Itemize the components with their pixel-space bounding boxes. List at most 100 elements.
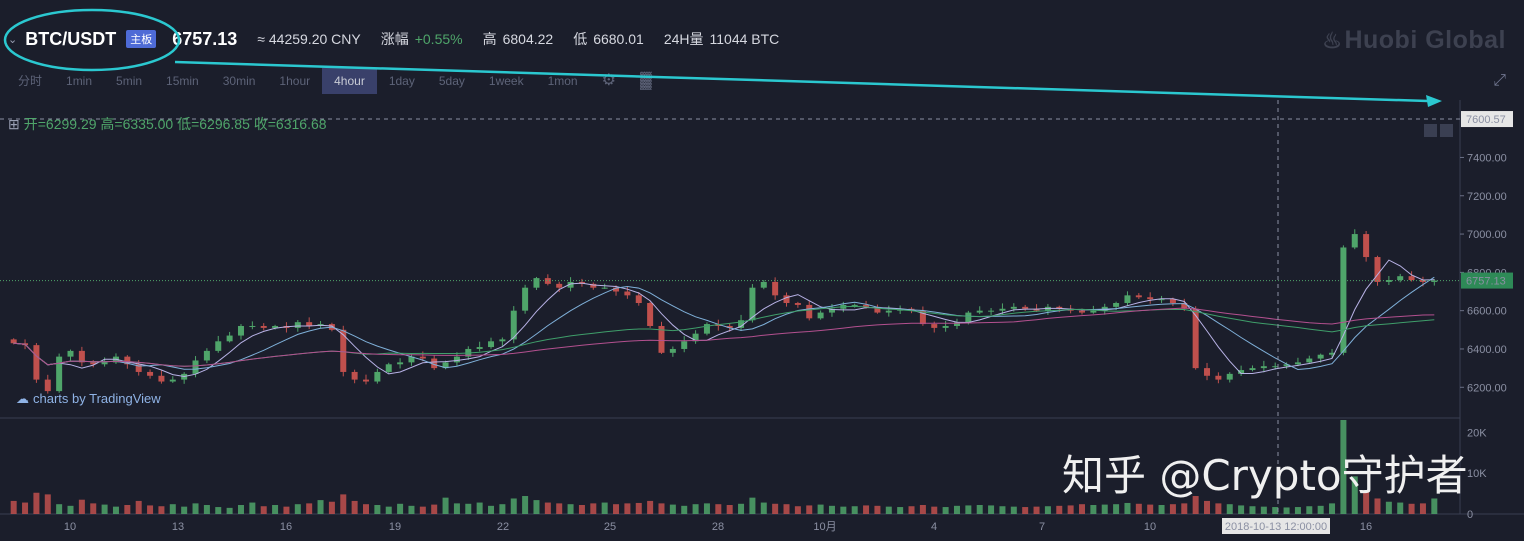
y-tick-label: 6600.00 <box>1467 306 1507 318</box>
volume-bar <box>1056 505 1063 514</box>
fullscreen-icon[interactable]: ⤢ <box>1493 72 1506 89</box>
tradingview-attribution[interactable]: ☁ charts by TradingView <box>16 391 161 406</box>
y-tick-label: 7000.00 <box>1467 229 1507 241</box>
interval-tab-1day[interactable]: 1day <box>388 74 415 88</box>
volume-bar <box>1397 502 1404 514</box>
interval-toolbar: 分时 1min 5min 15min 30min 1hour 4hour 1day 5day 1w… <box>6 68 664 94</box>
interval-tab-4hour[interactable]: 4hour <box>322 68 377 94</box>
interval-tab-分时[interactable]: 分时 <box>18 74 43 88</box>
candle-body <box>1215 375 1222 380</box>
indicators-icon[interactable]: ▓ <box>639 72 652 89</box>
volume-bar <box>692 504 699 514</box>
candle-body <box>658 325 665 353</box>
candle-body <box>828 308 835 313</box>
x-tick-label: 16 <box>280 521 292 533</box>
high-value: 6804.22 <box>502 31 554 47</box>
volume-bar <box>1135 503 1142 514</box>
candle-body <box>1033 308 1040 311</box>
volume-bar <box>10 500 17 514</box>
change-label: 涨幅 <box>380 31 409 47</box>
volume-bar <box>715 504 722 514</box>
interval-tab-5day[interactable]: 5day <box>438 74 465 88</box>
candle-body <box>10 339 17 344</box>
volume-bar <box>533 500 540 514</box>
volume-bar <box>1010 506 1017 514</box>
x-tick-label: 28 <box>712 521 724 533</box>
candle-body <box>590 283 597 288</box>
interval-tab-30min[interactable]: 30min <box>222 74 256 88</box>
volume-bar <box>851 506 858 514</box>
x-tick-label: 25 <box>604 521 616 533</box>
candle-body <box>203 350 210 361</box>
candle-body <box>1329 352 1336 355</box>
volume-bar <box>1249 506 1256 514</box>
interval-tab-5min[interactable]: 5min <box>116 74 143 88</box>
collapse-icon[interactable]: ⊞ <box>8 116 20 132</box>
interval-tab-1min[interactable]: 1min <box>66 74 93 88</box>
x-tick-label: 10月 <box>813 521 836 533</box>
interval-tab-1hour[interactable]: 1hour <box>279 74 311 88</box>
volume-bar <box>226 507 233 514</box>
watermark: 知乎 @Crypto守护者 <box>1062 451 1468 500</box>
x-tick-label: 4 <box>931 521 937 533</box>
volume-bar <box>749 497 756 514</box>
x-tick-label: 22 <box>497 521 509 533</box>
ma-10-line <box>13 276 1435 371</box>
candle-body <box>499 339 506 342</box>
candle-body <box>681 341 688 349</box>
annotation-arrow-line <box>174 60 1429 103</box>
candle-body <box>1306 358 1313 363</box>
last-price: 6757.13 <box>172 28 238 49</box>
chevron-down-icon[interactable]: ⌄ <box>8 33 18 46</box>
crosshair-price-tag <box>1461 111 1513 128</box>
volume-bar <box>567 504 574 514</box>
crosshair-time-tag <box>1222 518 1330 534</box>
volume-bar <box>817 504 824 514</box>
volume-bar <box>624 503 631 514</box>
volume-bar <box>522 496 529 514</box>
volume-bar <box>1044 506 1051 514</box>
volume-bar <box>317 500 324 514</box>
candle-body <box>294 322 301 328</box>
candle-body <box>1056 306 1063 309</box>
volume-bar <box>169 504 176 514</box>
volume-bar <box>112 506 119 514</box>
volume-bar <box>931 506 938 514</box>
candle-body <box>488 341 495 348</box>
candle-body <box>510 310 517 340</box>
current-price-tag <box>1461 272 1513 289</box>
volume-bar <box>828 505 835 514</box>
ma-5-line <box>13 259 1435 378</box>
interval-tab-1mon[interactable]: 1mon <box>547 74 578 88</box>
candle-body <box>794 303 801 305</box>
candle-body <box>1272 366 1279 368</box>
candle-body <box>942 325 949 328</box>
volume-bar <box>1294 507 1301 514</box>
pair-selector[interactable]: BTC/USDT <box>25 28 117 49</box>
volume-bar <box>874 505 881 514</box>
low-label: 低 <box>573 31 588 47</box>
candle-body <box>760 281 767 288</box>
volume-bar <box>419 506 426 514</box>
volume-bar <box>590 503 597 514</box>
cny-price: ≈ 44259.20 CNY <box>257 31 361 47</box>
interval-tab-1week[interactable]: 1week <box>488 74 524 88</box>
interval-tab-15min[interactable]: 15min <box>166 74 199 88</box>
change-value: +0.55% <box>414 31 463 47</box>
candle-body <box>863 304 870 307</box>
candle-body <box>931 324 938 328</box>
volume-bar <box>78 499 85 514</box>
candle-body <box>1294 362 1301 365</box>
volume-bar <box>635 502 642 514</box>
y-tick-label: 6200.00 <box>1467 382 1507 394</box>
huobi-logo: ♨Huobi Global <box>1322 26 1506 54</box>
volume-bar <box>215 507 222 514</box>
candle-body <box>169 379 176 382</box>
volume-bar <box>806 505 813 514</box>
volume-tick-label: 10K <box>1467 468 1487 480</box>
y-tick-label: 7200.00 <box>1467 191 1507 203</box>
volume-bar <box>1124 502 1131 514</box>
volume-bar <box>726 505 733 514</box>
volume-bar <box>272 505 279 514</box>
